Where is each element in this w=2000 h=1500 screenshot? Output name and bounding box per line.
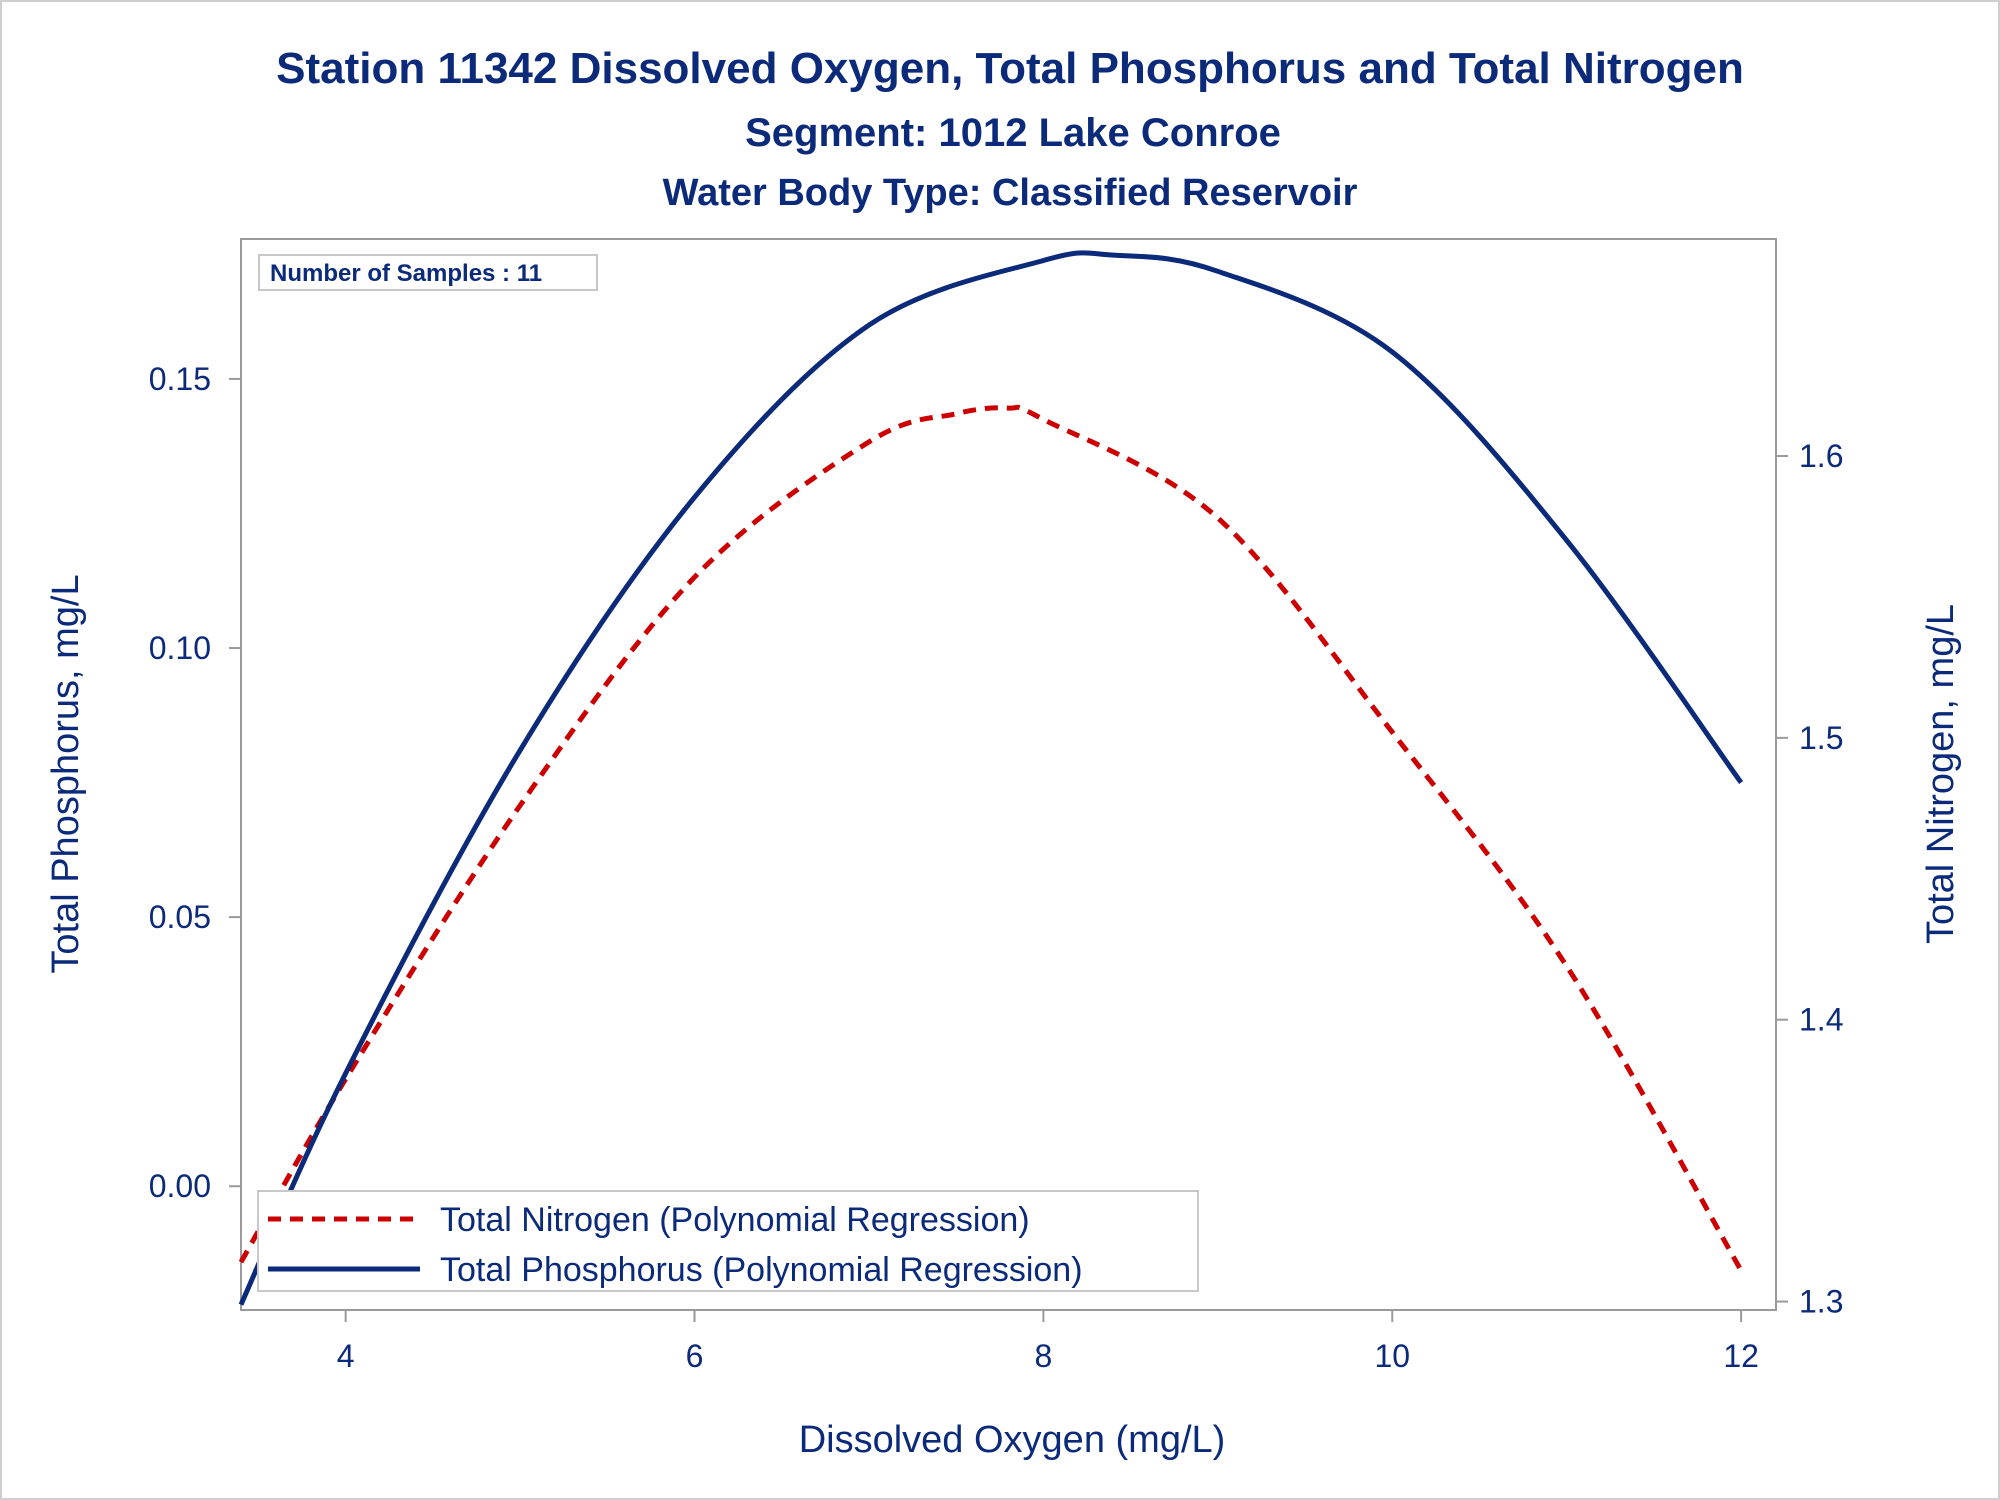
series-line-phosphorus (238, 250, 1744, 1306)
y-right-tick-label: 1.4 (1799, 1002, 1843, 1038)
plot-area-border (240, 238, 1777, 1311)
y-right-tick-label: 1.6 (1799, 438, 1843, 474)
sample-count-text: Number of Samples : 11 (270, 260, 542, 287)
y-right-tick-label: 1.5 (1799, 720, 1843, 756)
legend-box (257, 1190, 1199, 1292)
chart-subtitle-2: Water Body Type: Classified Reservoir (663, 172, 1358, 214)
legend-label-nitrogen: Total Nitrogen (Polynomial Regression) (440, 1201, 1030, 1239)
y-left-tick-label: 0.15 (149, 361, 211, 397)
series-line-nitrogen (238, 404, 1744, 1272)
y-right-axis-ticks: 1.3 1.4 1.5 1.6 (1776, 438, 1843, 1320)
y-left-axis-label: Total Phosphorus, mg/L (45, 574, 87, 973)
legend-label-phosphorus: Total Phosphorus (Polynomial Regression) (440, 1251, 1083, 1289)
y-left-tick-label: 0.00 (149, 1168, 211, 1204)
y-left-axis-ticks: 0.00 0.05 0.10 0.15 (149, 361, 241, 1204)
y-right-axis-label: Total Nitrogen, mg/L (1920, 604, 1962, 944)
x-axis-ticks: 4 6 8 10 12 (337, 1310, 1759, 1374)
y-right-tick-label: 1.3 (1799, 1284, 1843, 1320)
x-axis-label: Dissolved Oxygen (mg/L) (799, 1419, 1226, 1461)
y-left-tick-label: 0.10 (149, 630, 211, 666)
x-tick-label: 8 (1034, 1338, 1052, 1374)
x-tick-label: 4 (337, 1338, 355, 1374)
sample-count-inset: Number of Samples : 11 (258, 254, 598, 291)
x-tick-label: 6 (686, 1338, 704, 1374)
legend: Total Nitrogen (Polynomial Regression) T… (257, 1190, 1199, 1292)
x-tick-label: 12 (1723, 1338, 1759, 1374)
y-left-tick-label: 0.05 (149, 899, 211, 935)
x-tick-label: 10 (1374, 1338, 1410, 1374)
chart-title: Station 11342 Dissolved Oxygen, Total Ph… (276, 44, 1744, 93)
chart-subtitle: Segment: 1012 Lake Conroe (745, 111, 1281, 155)
series-layer (238, 250, 1744, 1306)
